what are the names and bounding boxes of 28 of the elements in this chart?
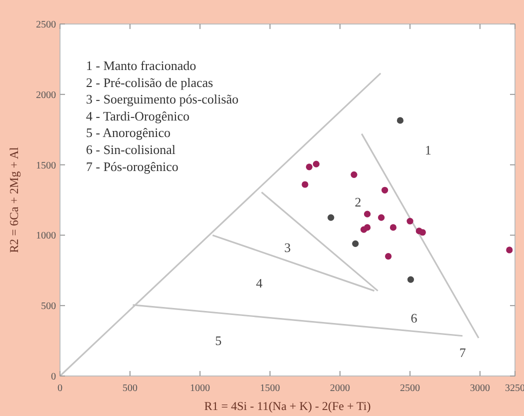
annotation: 5 - Anorogênico	[86, 125, 170, 140]
annotation: 5	[215, 333, 222, 348]
annotation: 4 - Tardi-Orogênico	[86, 108, 190, 124]
annotation: 3	[284, 240, 291, 256]
y-tick-label: 2500	[36, 20, 56, 30]
annotation: 6 - Sin-colisional	[86, 142, 176, 157]
annotation: 2	[354, 194, 362, 210]
annotation: 1	[424, 142, 432, 158]
x-tick-label: 1000	[190, 383, 210, 394]
y-tick-label: 1000	[36, 230, 56, 242]
x-axis-title: R1 = 4Si - 11(Na + K) - 2(Fe + Ti)	[204, 399, 371, 413]
x-tick-label: 500	[122, 383, 138, 394]
x-tick-label: 2500	[400, 383, 420, 394]
x-tick-label: 3000	[470, 383, 490, 394]
annotation: 1 - Manto fracionado	[86, 58, 196, 73]
annotation: 7 - Pós-orogênico	[86, 158, 178, 174]
y-tick-label: 2000	[36, 90, 56, 101]
annotation: 3 - Soerguimento pós-colisão	[86, 92, 238, 107]
annotation: 4	[256, 275, 264, 290]
y-tick-label: 1500	[36, 160, 56, 172]
y-tick-label: 0	[51, 372, 56, 382]
annotation: 6	[410, 310, 418, 326]
annotation: 7	[459, 345, 466, 360]
x-tick-label: 1500	[260, 383, 280, 394]
y-tick-label: 500	[41, 301, 56, 312]
y-axis-title: R2 = 6Ca + 2Mg + Al	[7, 146, 21, 253]
x-tick-label: 2000	[330, 383, 350, 394]
annotation: 2 - Pré-colisão de placas	[86, 74, 214, 90]
